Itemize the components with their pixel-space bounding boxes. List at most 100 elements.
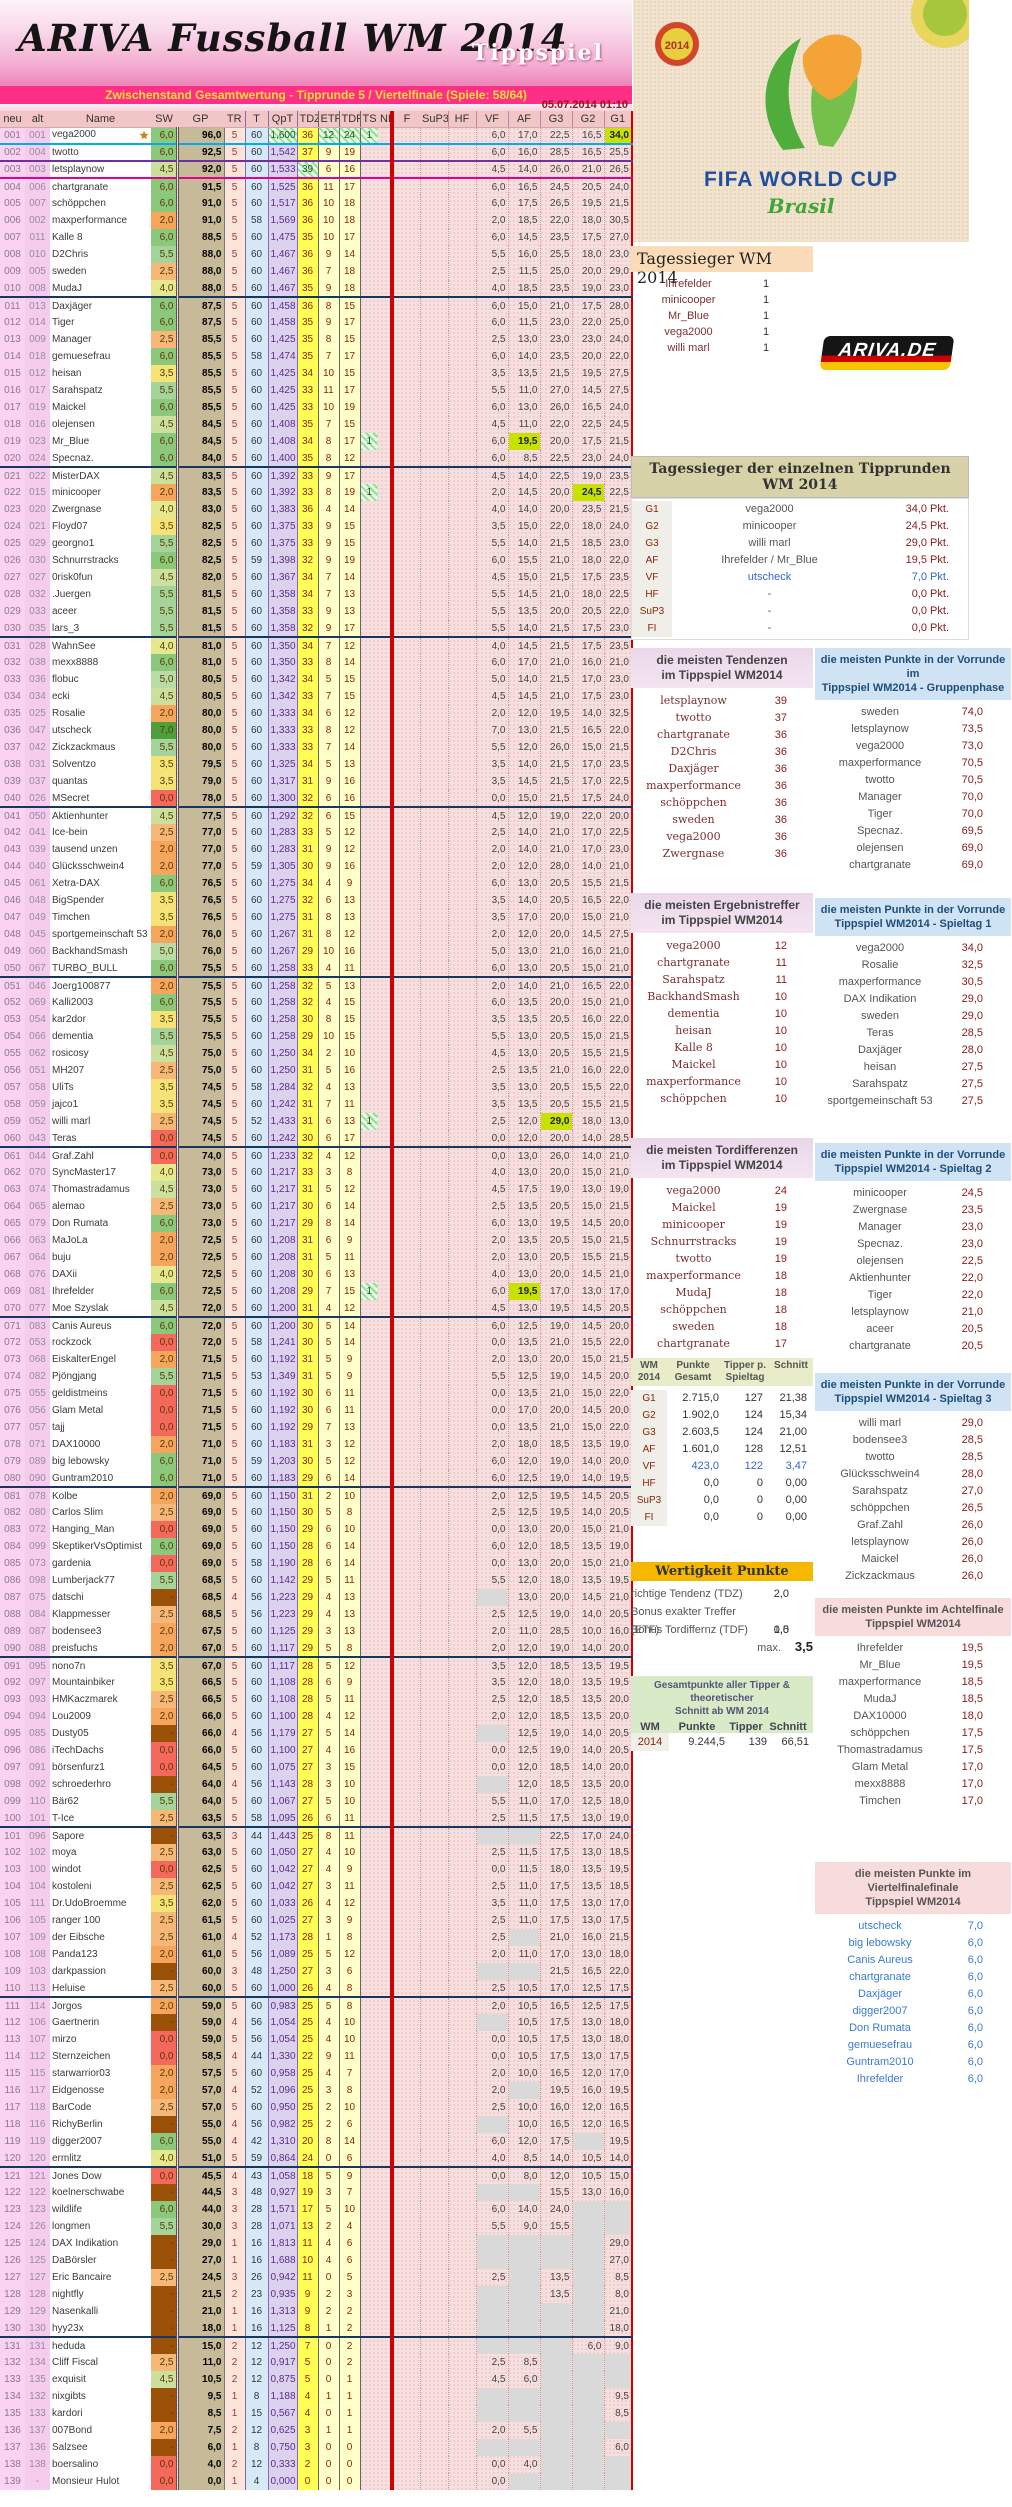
cell-t: 60	[245, 1283, 269, 1300]
cell-gp: 63,5	[175, 1827, 225, 1844]
cell-tdf: 14	[339, 1334, 361, 1351]
cell-tr: 5	[224, 603, 246, 620]
cell-g1: 20,0	[604, 1708, 633, 1725]
col-header-sw: SW	[151, 111, 177, 128]
cell-gp: 82,5	[175, 535, 225, 552]
cell-neu: 136	[0, 2422, 25, 2439]
list-item: HF -0,0 Pkt.	[632, 586, 968, 603]
cell-name: gemuesefrau	[50, 348, 151, 365]
cell-tdz: 30	[297, 1317, 319, 1334]
cell-gp: 72,5	[175, 1232, 225, 1249]
table-row: 043 039 tausend unzen 2,0 77,0 5 60 1,283 31 9 12 2…	[0, 841, 633, 858]
cell-g3: 16,0	[540, 2099, 573, 2116]
cell-etf: 8	[318, 450, 340, 468]
cell-af: 17,5	[508, 195, 541, 212]
cell-vf: 6,0	[476, 552, 509, 569]
cell-g2: 14,5	[572, 1589, 605, 1606]
cell-sup3	[420, 1130, 449, 1148]
list-item: vega2000 34,0	[855, 942, 983, 954]
cell-alt: 026	[25, 790, 50, 808]
cell-etf: 9	[318, 535, 340, 552]
cell-tdf: 9	[339, 1232, 361, 1249]
cell-sup3	[420, 1810, 449, 1828]
panel-tagessieger: Tagessieger WM 2014 Ihrefelder 1 minicoope…	[631, 246, 813, 356]
cell-f	[390, 858, 421, 875]
cell-np	[378, 603, 392, 620]
cell-tr: 2	[224, 2337, 246, 2354]
cell-t: 60	[245, 960, 269, 978]
cell-qpt: 1,313	[268, 2303, 298, 2320]
cell-ts	[360, 739, 378, 756]
cell-ts	[360, 1453, 378, 1470]
cell-alt: 120	[25, 2150, 50, 2168]
cell-vf: 2,5	[476, 824, 509, 841]
cell-g2: 20,0	[572, 348, 605, 365]
cell-tdf: 10	[339, 2014, 361, 2031]
cell-name: windot	[50, 1861, 151, 1878]
cell-name: Ihrefelder	[50, 1283, 151, 1300]
cell-tr: 5	[224, 1912, 246, 1929]
cell-f	[390, 1861, 421, 1878]
panel-gruppenphase: die meisten Punkte in der Vorrunde im Tip…	[815, 648, 1011, 874]
list-item: chartgranate 17	[657, 1337, 787, 1350]
cell-tr: 4	[224, 1929, 246, 1946]
cell-np	[378, 195, 392, 212]
cell-name: Eidgenosse	[50, 2082, 151, 2099]
cell-ts: 1	[360, 433, 378, 450]
cell-af	[508, 2082, 541, 2099]
cell-neu: 092	[0, 1674, 25, 1691]
cell-af: 8,5	[508, 2354, 541, 2371]
cell-tdf: 13	[339, 1419, 361, 1436]
cell-neu: 129	[0, 2303, 25, 2320]
cell-af: 13,0	[508, 1300, 541, 1318]
cell-neu: 006	[0, 212, 25, 229]
cell-g2: 14,5	[572, 1300, 605, 1318]
cell-tr: 5	[224, 552, 246, 569]
fifa-wordmark: FIFA WORLD CUP	[703, 168, 899, 191]
cell-name: Carlos Slim	[50, 1504, 151, 1521]
cell-gp: 4,0	[175, 2456, 225, 2473]
cell-tdf: 9	[339, 1861, 361, 1878]
cell-qpt: 1,408	[268, 416, 298, 433]
cell-g1: 20,5	[604, 1504, 633, 1521]
cell-t: 60	[245, 161, 269, 179]
cell-ts	[360, 1759, 378, 1776]
cell-g2: 14,5	[572, 382, 605, 399]
cell-t: 60	[245, 1538, 269, 1555]
cell-g3: 14,0	[540, 2150, 573, 2168]
col-header-tr: TR	[224, 111, 246, 128]
cell-np	[378, 994, 392, 1011]
cell-alt: 108	[25, 1946, 50, 1963]
cell-sw: 2,0	[151, 926, 177, 943]
cell-g2: 15,5	[572, 1096, 605, 1113]
table-row: 002 004 twotto 6,0 92,5 5 60 1,542 37 9 19 6,0 16,0 2…	[0, 144, 633, 162]
cell-vf: 2,0	[476, 1351, 509, 1368]
cell-vf: 0,0	[476, 1521, 509, 1538]
cell-tr: 5	[224, 229, 246, 246]
cell-etf: 3	[318, 1759, 340, 1776]
cell-hf	[448, 1929, 477, 1946]
cell-qpt: 1,600	[268, 127, 298, 145]
cell-sup3	[420, 535, 449, 552]
list-item: Daxjäger 6,0	[857, 1988, 983, 2000]
cell-g2: 13,5	[572, 1674, 605, 1691]
cell-af: 17,0	[508, 127, 541, 145]
cell-sup3	[420, 178, 449, 195]
cell-np	[378, 1674, 392, 1691]
cell-ts	[360, 671, 378, 688]
cell-af: 8,5	[508, 2150, 541, 2168]
cell-t: 12	[245, 2337, 269, 2354]
cell-qpt: 1,474	[268, 348, 298, 365]
cell-tdf: 16	[339, 773, 361, 790]
cell-sup3	[420, 1674, 449, 1691]
cell-ts	[360, 841, 378, 858]
cell-etf: 8	[318, 722, 340, 739]
cell-vf: 2,0	[476, 2065, 509, 2082]
cell-neu: 101	[0, 1827, 25, 1844]
cell-name: darkpassion	[50, 1963, 151, 1980]
cell-af: 14,0	[508, 348, 541, 365]
cell-vf: 0,0	[476, 2473, 509, 2490]
cell-alt: 093	[25, 1691, 50, 1708]
cell-tdf: 13	[339, 1266, 361, 1283]
cell-sw: 3,5	[151, 365, 177, 382]
